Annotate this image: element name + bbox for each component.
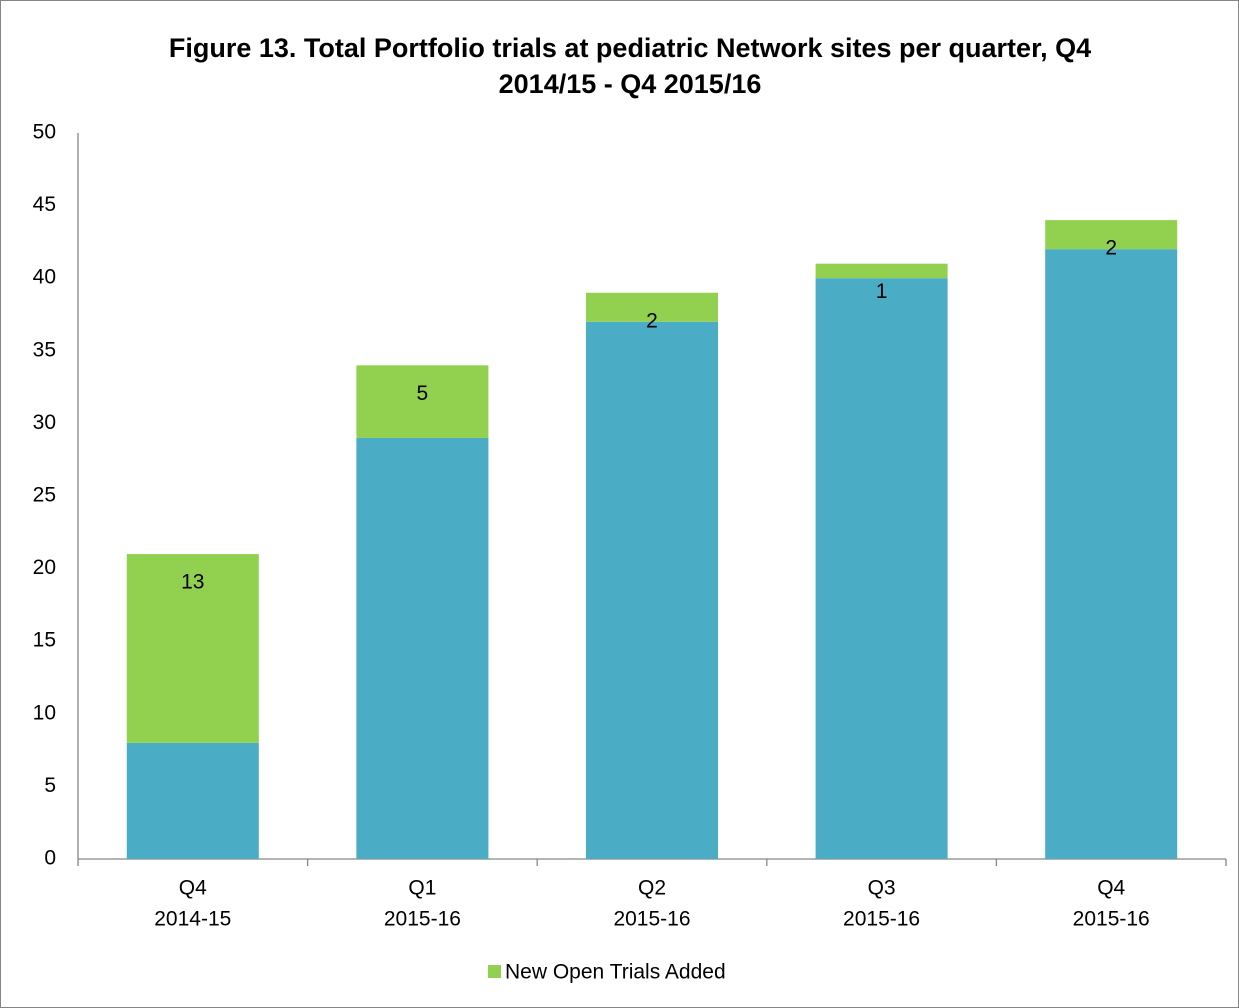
y-tick-label: 10 xyxy=(33,701,56,724)
bar-segment xyxy=(126,554,259,743)
legend-label: New Open Trials Added xyxy=(505,961,726,984)
data-label: 13 xyxy=(181,571,204,594)
bar-segment xyxy=(356,437,489,859)
bar-segment xyxy=(1045,220,1178,250)
bar-segment xyxy=(585,292,719,322)
x-tick-label: 2014-15 xyxy=(154,908,231,931)
bar-segment xyxy=(815,263,948,279)
y-tick-label: 5 xyxy=(44,774,56,797)
data-label: 5 xyxy=(417,382,429,405)
x-tick-label: Q1 xyxy=(408,877,436,900)
y-tick-label: 40 xyxy=(33,266,56,289)
data-label: 2 xyxy=(1105,237,1117,260)
x-tick-label: Q2 xyxy=(638,877,666,900)
x-tick-label: 2015-16 xyxy=(843,908,920,931)
bar-segment xyxy=(1045,249,1178,859)
legend-swatch xyxy=(488,965,501,978)
x-tick-label: 2015-16 xyxy=(613,908,690,931)
data-label: 2 xyxy=(646,309,658,332)
x-tick-label: 2015-16 xyxy=(1073,908,1150,931)
y-tick-label: 35 xyxy=(33,338,56,361)
y-tick-label: 0 xyxy=(44,847,56,870)
bar-segment xyxy=(815,278,948,859)
bar-segment xyxy=(356,365,489,438)
x-tick-label: Q3 xyxy=(868,877,896,900)
y-tick-label: 30 xyxy=(33,411,56,434)
y-tick-label: 25 xyxy=(33,484,56,507)
chart-title: Figure 13. Total Portfolio trials at ped… xyxy=(168,33,1092,99)
y-tick-label: 15 xyxy=(33,629,56,652)
x-tick-label: Q4 xyxy=(179,877,207,900)
y-tick-label: 20 xyxy=(33,556,56,579)
x-tick-label: Q4 xyxy=(1097,877,1125,900)
bar-segment xyxy=(585,321,719,859)
x-tick-label: 2015-16 xyxy=(384,908,461,931)
y-tick-label: 50 xyxy=(33,121,56,144)
bar-segment xyxy=(126,742,259,859)
y-tick-label: 45 xyxy=(33,193,56,216)
data-label: 1 xyxy=(876,280,888,303)
